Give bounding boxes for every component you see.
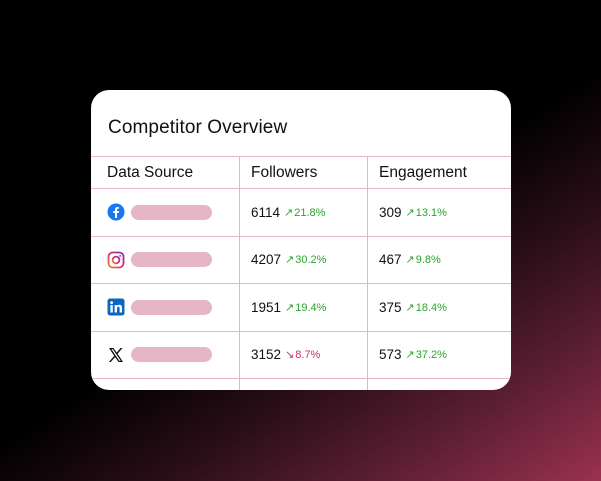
arrow-down-icon: ↘ bbox=[285, 349, 295, 362]
source-name-placeholder bbox=[131, 299, 212, 315]
engagement-value: 309 bbox=[379, 204, 402, 220]
instagram-icon bbox=[107, 251, 125, 269]
source-name-placeholder bbox=[131, 204, 212, 220]
followers-change: ↘8.7% bbox=[285, 349, 321, 362]
arrow-up-icon: ↗ bbox=[405, 349, 415, 362]
followers-value: 4207 bbox=[251, 252, 282, 268]
table-row: 1951 ↗19.4% 375 ↗18.4% bbox=[91, 283, 511, 331]
arrow-up-icon: ↗ bbox=[405, 301, 415, 314]
engagement-value: 573 bbox=[379, 347, 402, 363]
table-row: 4207 ↗30.2% 467 ↗9.8% bbox=[91, 235, 511, 283]
followers-change: ↗21.8% bbox=[284, 206, 326, 219]
source-name-placeholder bbox=[131, 347, 212, 363]
header-engagement: Engagement bbox=[379, 163, 467, 181]
facebook-icon bbox=[107, 203, 125, 221]
card-title: Competitor Overview bbox=[108, 117, 288, 138]
arrow-up-icon: ↗ bbox=[405, 206, 415, 219]
x-icon bbox=[107, 346, 125, 364]
followers-change: ↗19.4% bbox=[285, 301, 327, 314]
engagement-change: ↗13.1% bbox=[405, 206, 447, 219]
engagement-change: ↗18.4% bbox=[405, 301, 447, 314]
source-name-placeholder bbox=[131, 252, 212, 268]
followers-value: 6114 bbox=[251, 204, 281, 220]
followers-value: 3152 bbox=[251, 347, 282, 363]
engagement-value: 467 bbox=[379, 252, 402, 268]
header-data-source: Data Source bbox=[107, 163, 194, 181]
table-row-partial bbox=[91, 378, 511, 390]
competitor-overview-card: Competitor Overview Data Source Follower… bbox=[91, 90, 511, 390]
followers-value: 1951 bbox=[251, 299, 282, 315]
table-row: 6114 ↗21.8% 309 ↗13.1% bbox=[91, 188, 511, 236]
followers-change: ↗30.2% bbox=[285, 254, 327, 267]
arrow-up-icon: ↗ bbox=[285, 301, 295, 314]
linkedin-icon bbox=[107, 298, 125, 316]
header-followers: Followers bbox=[251, 163, 318, 181]
engagement-change: ↗37.2% bbox=[405, 349, 447, 362]
arrow-up-icon: ↗ bbox=[285, 254, 295, 267]
competitor-table: Data Source Followers Engagement 6114 ↗2… bbox=[91, 156, 511, 390]
engagement-change: ↗9.8% bbox=[405, 254, 441, 267]
arrow-up-icon: ↗ bbox=[405, 254, 415, 267]
arrow-up-icon: ↗ bbox=[284, 206, 294, 219]
table-header-row: Data Source Followers Engagement bbox=[91, 156, 511, 188]
engagement-value: 375 bbox=[379, 299, 402, 315]
table-row: 3152 ↘8.7% 573 ↗37.2% bbox=[91, 330, 511, 378]
